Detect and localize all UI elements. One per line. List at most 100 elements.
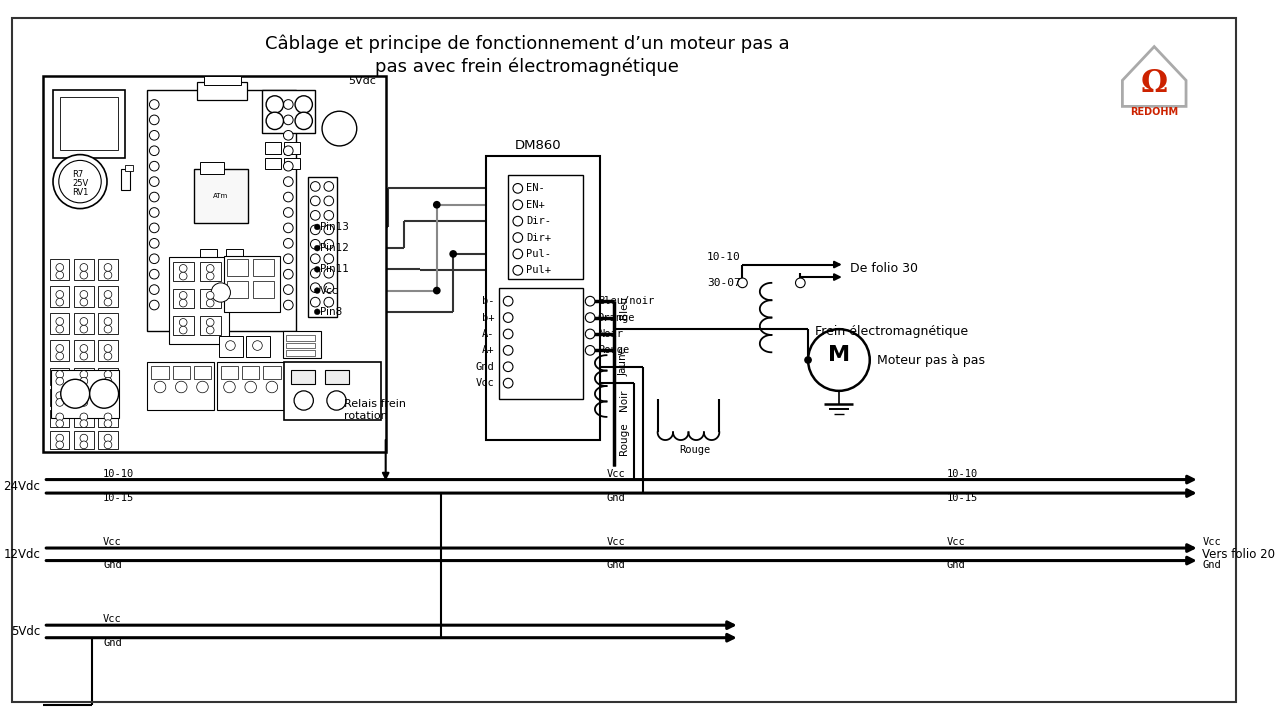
- Circle shape: [311, 283, 320, 292]
- Circle shape: [585, 346, 595, 355]
- Text: 10-15: 10-15: [947, 493, 978, 503]
- Text: b+: b+: [483, 312, 494, 323]
- Bar: [284, 158, 300, 169]
- Bar: [50, 368, 69, 385]
- Circle shape: [81, 298, 88, 306]
- Bar: [74, 431, 93, 449]
- Bar: [74, 368, 93, 385]
- Circle shape: [503, 362, 513, 372]
- Circle shape: [90, 379, 119, 408]
- Circle shape: [150, 285, 159, 294]
- Circle shape: [150, 300, 159, 310]
- Circle shape: [56, 352, 64, 360]
- Circle shape: [324, 240, 334, 249]
- Circle shape: [56, 291, 64, 298]
- Bar: [74, 258, 93, 280]
- Bar: [216, 362, 284, 410]
- Circle shape: [324, 269, 334, 278]
- Circle shape: [311, 240, 320, 249]
- Circle shape: [503, 312, 513, 323]
- Text: 10-10: 10-10: [707, 252, 741, 262]
- Circle shape: [311, 254, 320, 264]
- Bar: [193, 366, 211, 379]
- Bar: [200, 289, 220, 308]
- Circle shape: [311, 269, 320, 278]
- Bar: [200, 261, 220, 281]
- Text: Gnd: Gnd: [104, 637, 122, 647]
- Bar: [151, 366, 169, 379]
- Circle shape: [150, 223, 159, 233]
- Circle shape: [175, 381, 187, 393]
- Circle shape: [150, 146, 159, 156]
- Circle shape: [585, 312, 595, 323]
- Circle shape: [315, 224, 320, 230]
- Circle shape: [311, 181, 320, 192]
- Bar: [252, 281, 274, 298]
- Circle shape: [104, 298, 111, 306]
- Circle shape: [206, 318, 214, 326]
- Circle shape: [225, 341, 236, 351]
- Bar: [307, 177, 337, 317]
- Text: DM860: DM860: [515, 140, 562, 153]
- Bar: [99, 340, 118, 361]
- Circle shape: [56, 318, 64, 325]
- Text: Vcc: Vcc: [947, 537, 965, 547]
- Circle shape: [150, 177, 159, 186]
- Circle shape: [283, 161, 293, 171]
- Circle shape: [155, 381, 166, 393]
- Text: Gnd: Gnd: [104, 560, 122, 570]
- Text: Pin8: Pin8: [320, 307, 342, 317]
- Text: Moteur pas à pas: Moteur pas à pas: [878, 354, 986, 366]
- Circle shape: [150, 130, 159, 140]
- Bar: [242, 366, 260, 379]
- Text: Pin11: Pin11: [320, 264, 349, 274]
- Text: Gnd: Gnd: [476, 361, 494, 372]
- Bar: [486, 156, 600, 440]
- Circle shape: [283, 177, 293, 186]
- Text: Vcc: Vcc: [476, 378, 494, 388]
- Circle shape: [104, 413, 111, 420]
- Text: Pin13: Pin13: [320, 222, 349, 232]
- Circle shape: [81, 413, 88, 420]
- Circle shape: [104, 352, 111, 360]
- Bar: [205, 76, 241, 85]
- Text: Vcc: Vcc: [104, 537, 122, 547]
- Bar: [60, 96, 118, 150]
- Bar: [265, 142, 280, 153]
- Circle shape: [513, 233, 522, 243]
- Bar: [252, 258, 274, 276]
- Circle shape: [433, 201, 440, 209]
- Circle shape: [283, 238, 293, 248]
- Circle shape: [179, 292, 187, 300]
- Bar: [498, 288, 584, 399]
- Text: rotation: rotation: [344, 411, 388, 421]
- Circle shape: [283, 115, 293, 125]
- Bar: [219, 336, 243, 357]
- Circle shape: [513, 266, 522, 275]
- Text: ATm: ATm: [214, 193, 228, 199]
- Circle shape: [179, 326, 187, 334]
- Bar: [262, 90, 315, 133]
- Bar: [146, 90, 296, 331]
- Bar: [50, 410, 69, 428]
- Circle shape: [104, 318, 111, 325]
- Bar: [287, 351, 315, 356]
- Circle shape: [104, 392, 111, 400]
- Circle shape: [283, 99, 293, 109]
- Text: EN+: EN+: [526, 199, 545, 210]
- Text: A+: A+: [483, 346, 494, 356]
- Text: Pul+: Pul+: [526, 266, 552, 275]
- Circle shape: [315, 309, 320, 315]
- Circle shape: [104, 441, 111, 449]
- Text: R7: R7: [72, 171, 83, 179]
- Polygon shape: [1123, 47, 1187, 107]
- Bar: [225, 269, 243, 280]
- Circle shape: [244, 381, 256, 393]
- Text: Gnd: Gnd: [1202, 560, 1221, 570]
- Circle shape: [52, 155, 108, 209]
- Bar: [173, 261, 193, 281]
- Circle shape: [294, 391, 314, 410]
- Circle shape: [795, 278, 805, 288]
- Bar: [197, 82, 247, 99]
- Circle shape: [296, 112, 312, 130]
